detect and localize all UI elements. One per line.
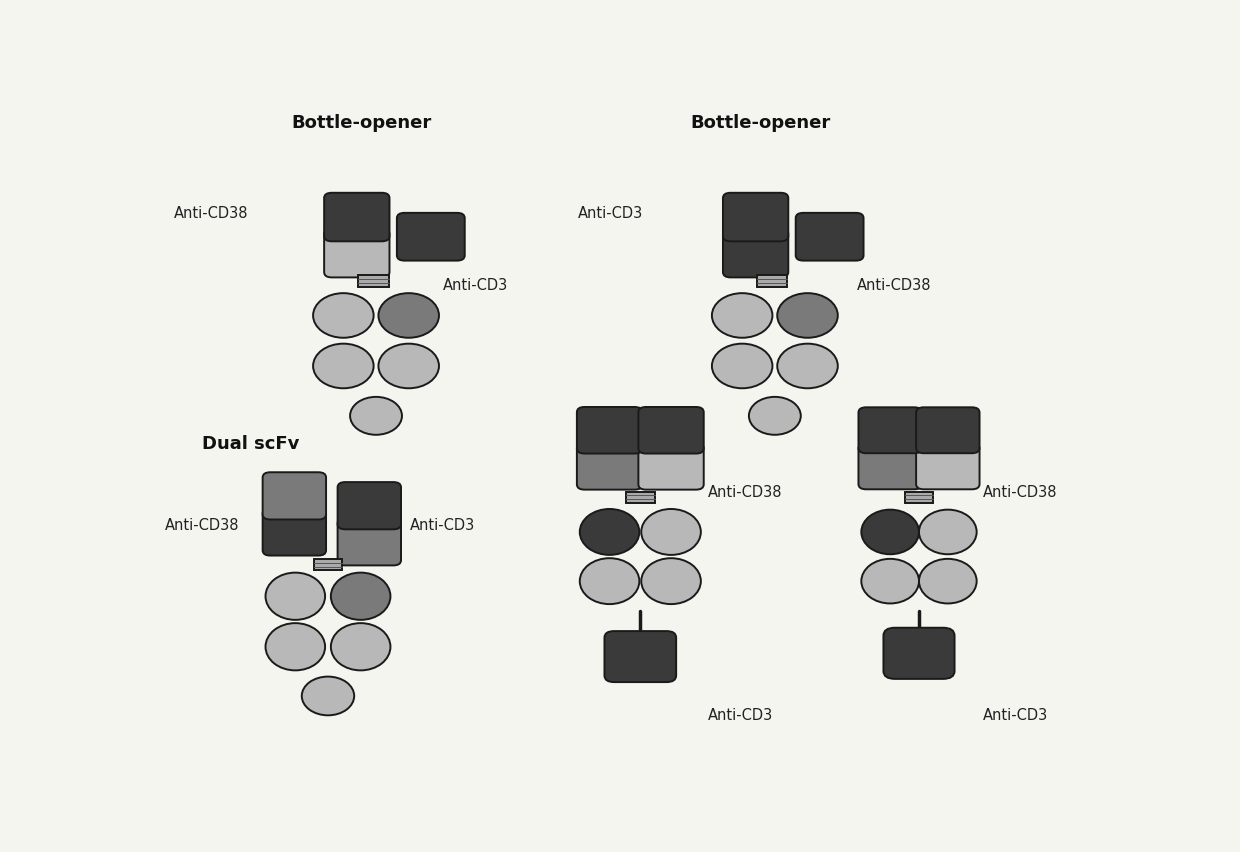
Text: Anti-CD38: Anti-CD38 (165, 518, 239, 532)
Ellipse shape (712, 343, 773, 389)
Ellipse shape (312, 293, 373, 337)
Text: Anti-CD38: Anti-CD38 (708, 485, 782, 500)
Ellipse shape (712, 293, 773, 337)
Ellipse shape (641, 558, 701, 604)
Bar (314, 559, 342, 570)
Text: Bottle-opener: Bottle-opener (291, 114, 432, 132)
Text: Anti-CD38: Anti-CD38 (174, 206, 249, 222)
Ellipse shape (862, 559, 919, 603)
Ellipse shape (265, 573, 325, 620)
Text: Anti-CD3: Anti-CD3 (444, 279, 508, 293)
Text: mAb-scFv: mAb-scFv (870, 435, 968, 453)
Ellipse shape (265, 623, 325, 671)
FancyBboxPatch shape (639, 407, 704, 453)
Ellipse shape (641, 509, 701, 555)
Bar (905, 492, 934, 503)
Bar (358, 275, 388, 286)
Ellipse shape (777, 293, 838, 337)
FancyBboxPatch shape (263, 509, 326, 556)
FancyBboxPatch shape (397, 213, 465, 261)
Bar (756, 275, 787, 286)
Ellipse shape (580, 558, 640, 604)
FancyBboxPatch shape (916, 443, 980, 489)
Text: Anti-CD3: Anti-CD3 (409, 518, 475, 532)
FancyBboxPatch shape (577, 407, 642, 453)
FancyBboxPatch shape (796, 213, 863, 261)
Text: Anti-CD38: Anti-CD38 (983, 485, 1058, 500)
FancyBboxPatch shape (858, 443, 921, 489)
Ellipse shape (777, 343, 838, 389)
Ellipse shape (350, 397, 402, 435)
Bar (626, 492, 655, 503)
Ellipse shape (301, 676, 355, 716)
Ellipse shape (378, 293, 439, 337)
Text: mAb-Fv: mAb-Fv (601, 435, 678, 453)
FancyBboxPatch shape (723, 229, 789, 278)
Ellipse shape (331, 623, 391, 671)
Ellipse shape (749, 397, 801, 435)
Ellipse shape (312, 343, 373, 389)
FancyBboxPatch shape (337, 518, 401, 566)
Ellipse shape (862, 509, 919, 555)
FancyBboxPatch shape (577, 443, 642, 490)
Text: Bottle-opener: Bottle-opener (691, 114, 831, 132)
FancyBboxPatch shape (604, 631, 676, 682)
Text: Anti-CD3: Anti-CD3 (983, 708, 1049, 723)
Text: Anti-CD3: Anti-CD3 (578, 206, 644, 222)
FancyBboxPatch shape (263, 472, 326, 520)
Text: Anti-CD38: Anti-CD38 (857, 279, 931, 293)
FancyBboxPatch shape (324, 193, 389, 241)
FancyBboxPatch shape (916, 407, 980, 453)
FancyBboxPatch shape (883, 628, 955, 679)
Text: Anti-CD3: Anti-CD3 (708, 708, 773, 723)
Ellipse shape (919, 559, 977, 603)
Ellipse shape (378, 343, 439, 389)
Ellipse shape (331, 573, 391, 620)
Text: Dual scFv: Dual scFv (202, 435, 300, 453)
FancyBboxPatch shape (858, 407, 921, 453)
FancyBboxPatch shape (337, 482, 401, 529)
FancyBboxPatch shape (639, 443, 704, 490)
FancyBboxPatch shape (324, 229, 389, 278)
Ellipse shape (580, 509, 640, 555)
Ellipse shape (919, 509, 977, 555)
FancyBboxPatch shape (723, 193, 789, 241)
